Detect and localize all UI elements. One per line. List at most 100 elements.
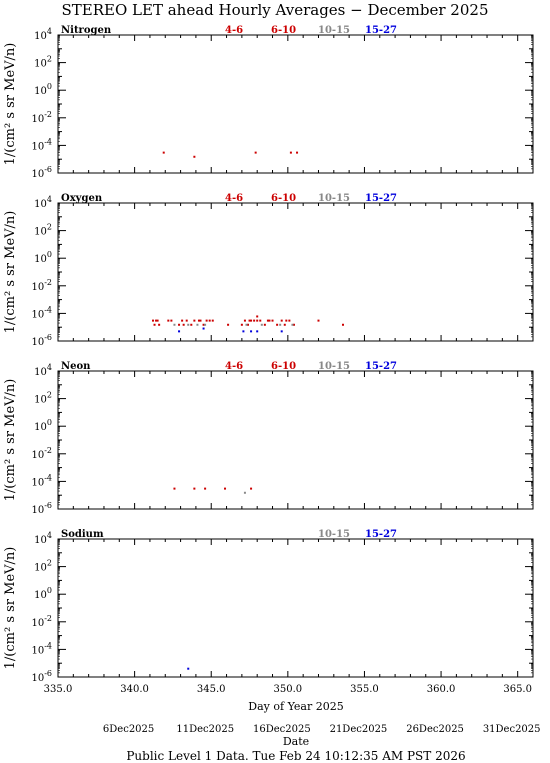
y-tick-label: 10-2 xyxy=(31,278,52,293)
x-tick-label: 365.0 xyxy=(503,684,532,695)
data-point xyxy=(190,323,193,326)
data-point xyxy=(288,319,291,322)
y-tick-label: 10-6 xyxy=(31,501,52,516)
data-point xyxy=(276,323,279,326)
data-point xyxy=(153,323,156,326)
y-tick-label: 10-6 xyxy=(31,333,52,348)
data-point xyxy=(253,319,256,322)
panel-title: Oxygen xyxy=(61,193,103,204)
data-point xyxy=(193,155,196,158)
x-axis-title: Day of Year 2025 xyxy=(248,700,343,713)
legend-entry: 10-15 xyxy=(318,25,350,36)
y-tick-label: 10-4 xyxy=(31,473,52,488)
data-point xyxy=(208,319,211,322)
panel-oxygen: 104 102 100 10-2 10-4 10-6 1/(cm² s sr MeV/n) O… xyxy=(3,193,534,348)
panel-title: Neon xyxy=(61,361,91,372)
panel-sodium: 104 102 100 10-2 10-4 10-6 1/(cm² s sr MeV/n) S… xyxy=(3,529,534,684)
legend-entry: 15-27 xyxy=(365,25,397,36)
data-point xyxy=(227,323,230,326)
data-point xyxy=(254,151,257,154)
y-tick-label: 100 xyxy=(34,586,52,601)
y-tick-label: 102 xyxy=(34,559,52,574)
data-point xyxy=(256,330,259,333)
data-point xyxy=(170,319,173,322)
plot-frame xyxy=(57,370,534,510)
y-axis-title: 1/(cm² s sr MeV/n) xyxy=(3,547,18,670)
y-axis-title: 1/(cm² s sr MeV/n) xyxy=(3,379,18,502)
data-point xyxy=(204,487,207,490)
legend-entry: 6-10 xyxy=(271,25,296,36)
footer-text: Public Level 1 Data. Tue Feb 24 10:12:35… xyxy=(126,749,465,763)
data-point xyxy=(199,319,202,322)
data-point xyxy=(292,323,295,326)
y-tick-label: 10-4 xyxy=(31,137,52,152)
data-point xyxy=(342,323,344,326)
panel-title: Sodium xyxy=(61,529,104,540)
x-tick-label: 360.0 xyxy=(427,684,456,695)
data-point xyxy=(202,323,205,326)
data-point xyxy=(178,330,181,333)
data-point xyxy=(158,323,161,326)
data-point xyxy=(245,323,248,326)
data-point xyxy=(155,319,158,322)
data-point xyxy=(167,319,170,322)
panel-nitrogen: 104 102 100 10-2 10-4 10-6 1/(cm² s sr MeV/n) N… xyxy=(3,25,534,180)
x-tick-label: 340.0 xyxy=(120,684,149,695)
legend-entry: 10-15 xyxy=(318,529,350,540)
y-tick-label: 102 xyxy=(34,55,52,70)
data-point xyxy=(242,330,245,333)
data-point xyxy=(256,319,259,322)
data-point xyxy=(211,319,214,322)
y-tick-label: 104 xyxy=(34,195,52,210)
date-tick-label: 11Dec2025 xyxy=(176,724,234,735)
data-point xyxy=(260,323,263,326)
y-tick-label: 102 xyxy=(34,391,52,406)
data-point xyxy=(250,487,253,490)
data-point xyxy=(193,487,196,490)
data-point xyxy=(266,319,269,322)
data-point xyxy=(268,319,271,322)
data-point xyxy=(193,319,196,322)
data-point xyxy=(240,323,243,326)
chart-title: STEREO LET ahead Hourly Averages − Decem… xyxy=(62,1,489,19)
plot-frame xyxy=(57,202,534,342)
data-point xyxy=(162,151,165,154)
data-point xyxy=(187,323,190,326)
data-point xyxy=(317,319,320,322)
data-point xyxy=(289,151,292,154)
data-point xyxy=(196,323,199,326)
data-point xyxy=(204,323,207,326)
y-tick-label: 102 xyxy=(34,223,52,238)
data-point xyxy=(296,151,299,154)
y-tick-label: 100 xyxy=(34,250,52,265)
x-tick-label: 355.0 xyxy=(350,684,379,695)
date-tick-label: 21Dec2025 xyxy=(330,724,388,735)
data-point xyxy=(243,491,246,494)
plot-frame xyxy=(57,538,534,678)
data-point xyxy=(185,319,188,322)
y-tick-label: 10-2 xyxy=(31,110,52,125)
y-tick-label: 10-2 xyxy=(31,614,52,629)
data-point xyxy=(152,319,154,322)
date-axis-title: Date xyxy=(283,735,309,748)
data-point xyxy=(280,330,283,333)
data-point xyxy=(250,330,253,333)
date-tick-label: 6Dec2025 xyxy=(103,724,154,735)
plot-frame xyxy=(57,34,534,174)
legend-entry: 4-6 xyxy=(225,361,243,372)
data-point xyxy=(205,319,208,322)
data-point xyxy=(182,323,185,326)
legend-entry: 10-15 xyxy=(318,361,350,372)
x-tick-label: 350.0 xyxy=(274,684,303,695)
y-tick-label: 10-6 xyxy=(31,669,52,684)
data-point xyxy=(247,323,249,326)
data-point xyxy=(285,319,288,322)
date-tick-label: 26Dec2025 xyxy=(406,724,464,735)
y-tick-label: 104 xyxy=(34,27,52,42)
legend-entry: 4-6 xyxy=(225,193,243,204)
y-tick-label: 10-4 xyxy=(31,305,52,320)
y-tick-label: 104 xyxy=(34,363,52,378)
panel-title: Nitrogen xyxy=(61,25,112,36)
legend-entry: 10-15 xyxy=(318,193,350,204)
